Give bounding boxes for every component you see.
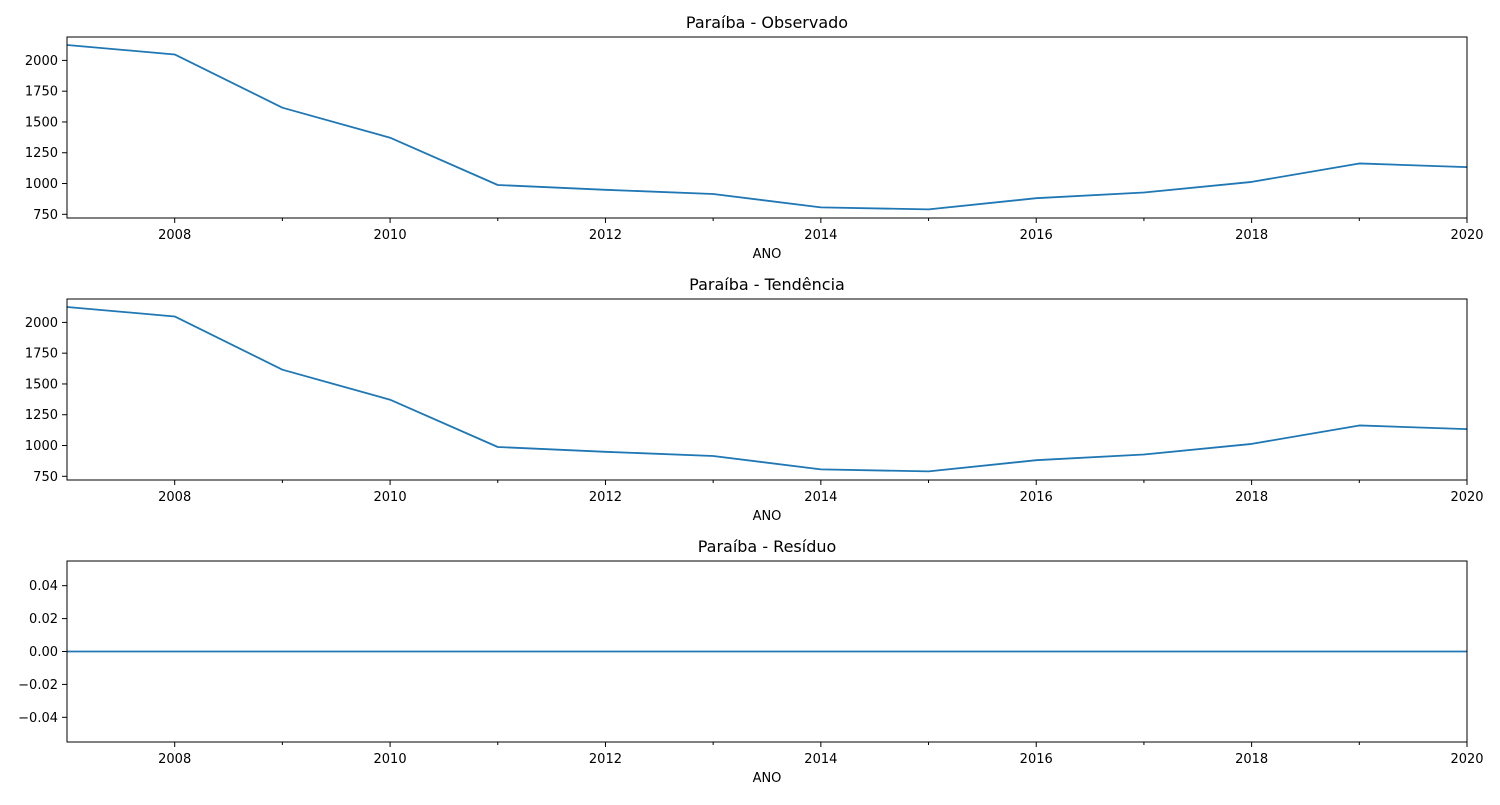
x-tick-label: 2014 [804,752,837,767]
y-tick-label: 1750 [25,85,58,100]
y-tick-label: 1750 [25,347,58,362]
y-tick-label: 1250 [25,146,58,161]
x-tick-label: 2020 [1450,228,1483,243]
y-tick-label: 1500 [25,115,58,130]
x-tick-label: 2008 [158,228,191,243]
y-tick-label: 1000 [25,177,58,192]
y-tick-label: 2000 [25,316,58,331]
plot-frame [66,36,1468,219]
chart-panel-2: Paraíba - Tendência 2008 2010 2012 2014 2016 2… [25,275,1484,524]
x-tick-label: 2012 [589,228,622,243]
series-line-1 [66,44,1468,211]
x-tick-label: 2014 [804,228,837,243]
x-tick-label: 2018 [1235,752,1268,767]
y-tick-label: 750 [33,470,58,485]
x-tick-label: 2018 [1235,228,1268,243]
plot-frame [66,298,1468,481]
y-tick-label: −0.04 [18,711,58,726]
x-tick-label: 2020 [1450,752,1483,767]
y-tick-label: 1500 [25,377,58,392]
x-tick-label: 2018 [1235,490,1268,505]
chart-title: Paraíba - Observado [686,13,848,32]
x-axis-label: ANO [753,771,782,786]
y-tick-label: 1000 [25,439,58,454]
x-tick-label: 2012 [589,752,622,767]
x-tick-label: 2010 [374,228,407,243]
x-tick-label: 2008 [158,752,191,767]
x-axis-label: ANO [753,247,782,262]
y-tick-label: 0.00 [29,645,58,660]
series-line-1 [66,306,1468,473]
x-tick-label: 2012 [589,490,622,505]
y-tick-label: 0.04 [29,579,58,594]
chart-title: Paraíba - Tendência [689,275,845,294]
x-tick-label: 2010 [374,490,407,505]
x-tick-label: 2020 [1450,490,1483,505]
x-tick-label: 2016 [1020,228,1053,243]
y-tick-label: 750 [33,208,58,223]
y-tick-label: 1250 [25,408,58,423]
x-tick-label: 2014 [804,490,837,505]
y-tick-label: 2000 [25,54,58,69]
x-tick-label: 2016 [1020,752,1053,767]
x-tick-label: 2010 [374,752,407,767]
x-tick-label: 2016 [1020,490,1053,505]
x-axis-label: ANO [753,509,782,524]
chart-panel-1: Paraíba - Observado 2008 2010 2012 2014 2016 2… [25,13,1484,262]
y-tick-label: −0.02 [18,678,58,693]
x-tick-label: 2008 [158,490,191,505]
y-tick-label: 0.02 [29,612,58,627]
chart-panel-3: Paraíba - Resíduo 2008 2010 2012 2014 2016 201… [18,537,1483,786]
chart-title: Paraíba - Resíduo [698,537,837,556]
